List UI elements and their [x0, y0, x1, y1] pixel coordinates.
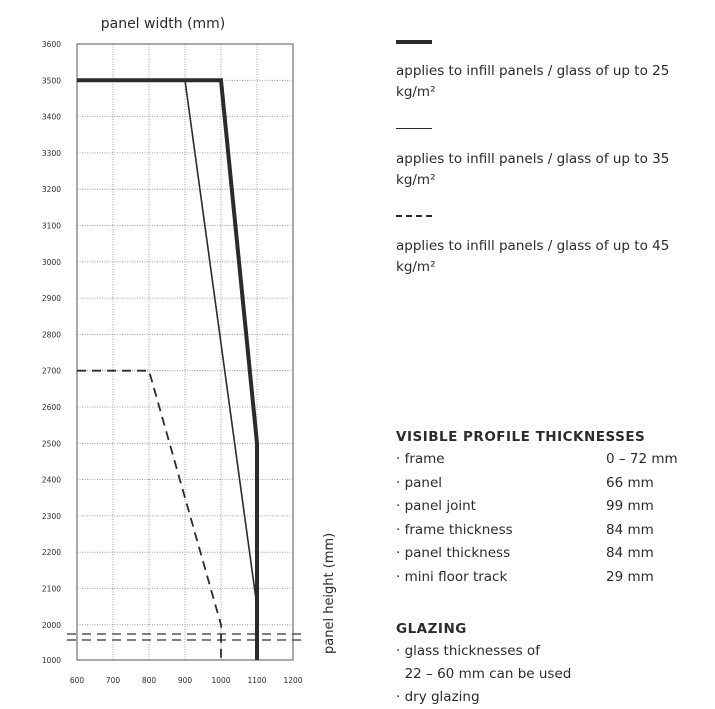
- x-tick-label: 1100: [247, 676, 266, 685]
- x-tick-label: 600: [70, 676, 85, 685]
- x-axis-title: panel width (mm): [101, 16, 226, 32]
- legend-text: applies to infill panels / glass of up t…: [396, 63, 670, 100]
- y-tick-label: 1000: [42, 656, 61, 665]
- legend-swatch-thin: [396, 128, 432, 129]
- chart: 1000 2000 2100 2200 2300 2400 2500 2600 2700 2800…: [42, 16, 337, 685]
- specs-heading: VISIBLE PROFILE THICKNESSES: [396, 429, 646, 445]
- y-tick-label: 3300: [42, 149, 61, 158]
- y-tick-label: 2600: [42, 403, 61, 412]
- y-tick-label: 2000: [42, 621, 61, 630]
- legend-swatch-dashed: [396, 215, 432, 217]
- glazing-heading: GLAZING: [396, 621, 467, 637]
- spec-label: · frame thickness: [396, 521, 513, 538]
- spec-label: · panel: [396, 474, 443, 491]
- series-line-thin: [184, 80, 258, 660]
- visible-profile-specs: VISIBLE PROFILE THICKNESSES · frame 0 – 7…: [396, 426, 696, 589]
- spec-row: · panel thickness 84 mm: [396, 542, 696, 566]
- glazing-line: 22 – 60 mm can be used: [396, 666, 572, 682]
- chart-grid: [67, 43, 307, 661]
- legend-text: applies to infill panels / glass of up t…: [396, 151, 670, 188]
- spec-value: 84 mm: [606, 521, 654, 538]
- spec-row: · panel joint 99 mm: [396, 495, 696, 519]
- legend-text: applies to infill panels / glass of up t…: [396, 238, 670, 275]
- glazing-line: · dry glazing: [396, 689, 480, 705]
- spec-label: · panel joint: [396, 498, 476, 514]
- x-tick-label: 800: [142, 676, 157, 685]
- series-line-thick: [77, 78, 259, 660]
- y-tick-label: 3600: [42, 40, 61, 49]
- y-tick-label: 3200: [42, 185, 61, 194]
- spec-label: · panel thickness: [396, 545, 511, 561]
- x-tick-label: 1200: [283, 676, 302, 685]
- spec-value: 99 mm: [606, 498, 654, 514]
- spec-value: 0 – 72 mm: [606, 451, 678, 467]
- y-tick-label: 2200: [42, 548, 61, 557]
- glazing-section: GLAZING · glass thicknesses of 22 – 60 m…: [396, 618, 696, 709]
- y-tick-label: 3000: [42, 258, 61, 267]
- y-tick-label: 2100: [42, 585, 61, 594]
- spec-row: · mini floor track 29 mm: [396, 566, 696, 590]
- y-tick-label: 3500: [42, 76, 61, 85]
- spec-label: · frame: [396, 451, 445, 467]
- spec-row: · panel 66 mm: [396, 472, 696, 496]
- series-line-dashed: [77, 369, 222, 660]
- spec-label: · mini floor track: [396, 568, 508, 585]
- x-tick-label: 700: [106, 676, 121, 685]
- chart-series: [77, 78, 259, 660]
- x-tick-label: 900: [178, 676, 193, 685]
- y-tick-label: 2700: [42, 367, 61, 376]
- spec-value: 29 mm: [606, 568, 654, 585]
- legend-swatch-thick: [396, 40, 432, 44]
- y-tick-label: 2800: [42, 330, 61, 339]
- y-tick-label: 2300: [42, 512, 61, 521]
- y-tick-label: 3100: [42, 222, 61, 231]
- y-tick-label: 2900: [42, 294, 61, 303]
- spec-row: · frame thickness 84 mm: [396, 519, 696, 543]
- y-tick-label: 3400: [42, 113, 61, 122]
- y-tick-label: 2400: [42, 476, 61, 485]
- y-tick-label: 2500: [42, 439, 61, 448]
- tick-labels: 1000 2000 2100 2200 2300 2400 2500 2600 2700 2800…: [42, 40, 303, 685]
- spec-row: · frame 0 – 72 mm: [396, 448, 696, 472]
- spec-value: 66 mm: [606, 474, 654, 491]
- x-tick-label: 1000: [211, 676, 230, 685]
- y-axis-title: panel height (mm): [322, 533, 337, 654]
- spec-value: 84 mm: [606, 545, 654, 561]
- glazing-line: · glass thicknesses of: [396, 643, 540, 659]
